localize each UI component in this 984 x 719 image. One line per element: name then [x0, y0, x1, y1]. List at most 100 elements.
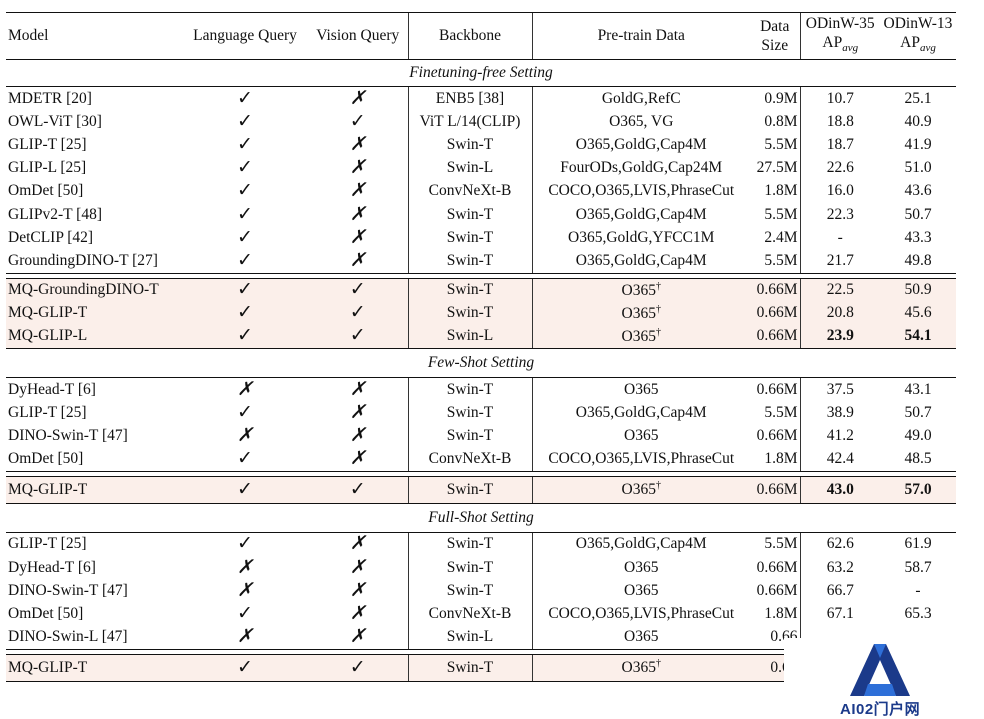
model-cell: DINO-Swin-L [47]: [6, 625, 182, 650]
pretrain-data-cell: O365†: [531, 475, 750, 504]
dagger-mark: †: [655, 280, 661, 292]
pretrain-data-cell: COCO,O365,LVIS,PhraseCut: [531, 602, 750, 626]
section-title: Finetuning-free Setting: [6, 59, 956, 87]
pretrain-data-cell: O365: [531, 377, 750, 402]
model-cell: MDETR [20]: [8, 89, 92, 107]
check-mark-icon: ✓: [237, 110, 253, 132]
data-size-cell: 5.5M: [764, 135, 798, 153]
vision-query-cell: ✓: [308, 301, 408, 325]
header-odinw35: ODinW-35 APavg: [799, 12, 880, 60]
table-row: DetCLIP [42] ✓ ✗ Swin-T O365,GoldG,YFCC1M 2.4…: [6, 226, 956, 250]
pretrain-data-cell: O365: [531, 556, 750, 580]
pretrain-data-text: O365: [624, 628, 659, 646]
odinw35-cell: 22.6: [799, 156, 880, 180]
odinw13-cell: 40.9: [904, 112, 932, 130]
odinw35-cell: 16.0: [799, 179, 880, 203]
cross-mark-icon: ✗: [349, 425, 366, 447]
check-mark-icon: ✓: [349, 478, 366, 500]
pretrain-data-cell: FourODs,GoldG,Cap24M: [531, 156, 750, 180]
cross-mark-icon: ✗: [349, 556, 366, 578]
data-size-cell: 0.66M: [756, 558, 798, 576]
table-row: GLIP-T [25] ✓ ✗ Swin-T O365,GoldG,Cap4M 5.5M 6…: [6, 532, 956, 556]
model-cell: MQ-GLIP-T: [6, 653, 182, 682]
data-size-cell: 5.5M: [764, 205, 798, 223]
watermark-text: AI02门户网: [840, 701, 921, 718]
check-mark-icon: ✓: [237, 133, 253, 155]
pretrain-data-text: O365: [624, 427, 659, 445]
cross-mark-icon: ✗: [349, 602, 366, 624]
model-cell: MQ-GLIP-T: [6, 475, 182, 504]
check-mark-icon: ✓: [237, 325, 253, 347]
data-size-cell: 0.8M: [764, 112, 798, 130]
vision-query-cell: ✗: [308, 447, 408, 472]
cross-mark-icon: ✗: [237, 626, 253, 648]
check-mark-icon: ✓: [237, 448, 253, 470]
check-mark-icon: ✓: [237, 180, 253, 202]
odinw13-cell: 50.7: [904, 403, 932, 421]
data-size-cell: 1.8M: [750, 447, 800, 472]
data-size-cell: 0.66M: [756, 581, 798, 599]
language-query-cell: ✗: [182, 378, 308, 402]
pretrain-data-cell: O365, VG: [531, 110, 750, 134]
dagger-mark: †: [655, 326, 661, 338]
odinw13-cell: 50.9: [880, 277, 956, 302]
language-query-cell: ✓: [182, 653, 308, 682]
pretrain-data-cell: O365: [531, 579, 750, 603]
data-size-cell: 5.5M: [764, 403, 798, 421]
pretrain-data-text: O365: [621, 281, 656, 299]
header-language-query: Language Query: [182, 12, 308, 60]
data-size-cell: 0.66M: [756, 380, 798, 398]
check-mark-icon: ✓: [349, 656, 366, 678]
check-mark-icon: ✓: [237, 87, 253, 109]
vision-query-cell: ✗: [308, 133, 408, 156]
cross-mark-icon: ✗: [237, 579, 253, 601]
check-mark-icon: ✓: [237, 203, 253, 225]
cross-mark-icon: ✗: [349, 87, 366, 109]
data-size-cell: 0.66M: [750, 277, 800, 302]
model-cell: MQ-GLIP-T: [6, 301, 182, 325]
header-odinw13: ODinW-13 APavg: [880, 12, 956, 60]
pretrain-data-text: O365,GoldG,YFCC1M: [568, 228, 715, 246]
header-vision-query: Vision Query: [308, 12, 408, 60]
model-cell: OmDet [50]: [6, 447, 182, 472]
table-row: DINO-Swin-T [47] ✗ ✗ Swin-T O365 0.66M 66.7 -: [6, 579, 956, 603]
backbone-cell: Swin-T: [407, 556, 532, 580]
pretrain-data-cell: COCO,O365,LVIS,PhraseCut: [531, 179, 750, 203]
backbone-cell: ConvNeXt-B: [407, 602, 532, 626]
header-odinw35-line1: ODinW-35: [805, 14, 875, 32]
pretrain-data-text: COCO,O365,LVIS,PhraseCut: [548, 604, 735, 622]
pretrain-data-cell: O365†: [531, 653, 750, 682]
table-row: DyHead-T [6] ✗ ✗ Swin-T O365 0.66M 37.5 43.1: [6, 377, 956, 402]
backbone-cell: Swin-T: [407, 377, 532, 402]
cross-mark-icon: ✗: [349, 157, 366, 179]
odinw13-cell: 43.6: [904, 182, 932, 200]
pretrain-data-cell: COCO,O365,LVIS,PhraseCut: [531, 447, 750, 472]
backbone-cell: Swin-T: [407, 249, 532, 274]
data-size-cell: 2.4M: [764, 228, 798, 246]
pretrain-data-cell: O365,GoldG,Cap4M: [531, 532, 750, 556]
pretrain-data-text: O365: [621, 328, 656, 346]
cross-mark-icon: ✗: [349, 133, 366, 155]
odinw35-cell: 18.7: [799, 133, 880, 157]
table-row: GLIP-T [25] ✓ ✗ Swin-T O365,GoldG,Cap4M 5.5M 1…: [6, 133, 956, 157]
table-header: Model Language Query Vision Query Backbo…: [6, 12, 956, 60]
pretrain-data-text: GoldG,RefC: [601, 89, 681, 107]
odinw13-cell: 57.0: [880, 475, 956, 504]
cross-mark-icon: ✗: [349, 249, 366, 271]
check-mark-icon: ✓: [237, 401, 253, 423]
header-data-size: Data Size: [750, 12, 800, 60]
table-row: OmDet [50] ✓ ✗ ConvNeXt-B COCO,O365,LVIS,Phr…: [6, 602, 956, 626]
data-size-cell: 27.5M: [756, 159, 798, 177]
cross-mark-icon: ✗: [349, 533, 366, 555]
backbone-cell: Swin-T: [407, 401, 532, 425]
vision-query-cell: ✓: [308, 324, 408, 350]
language-query-cell: ✓: [182, 301, 308, 325]
data-size-cell: 0.9M: [764, 89, 798, 107]
table-row: DINO-Swin-T [47] ✗ ✗ Swin-T O365 0.66M 41.2 49.…: [6, 424, 956, 448]
odinw13-cell: 48.5: [880, 447, 956, 472]
odinw13-cell: 51.0: [904, 159, 932, 177]
odinw13-cell: 65.3: [904, 604, 932, 622]
cross-mark-icon: ✗: [349, 401, 366, 423]
pretrain-data-text: O365,GoldG,Cap4M: [575, 535, 707, 553]
header-odinw13-ap: AP: [900, 33, 920, 51]
